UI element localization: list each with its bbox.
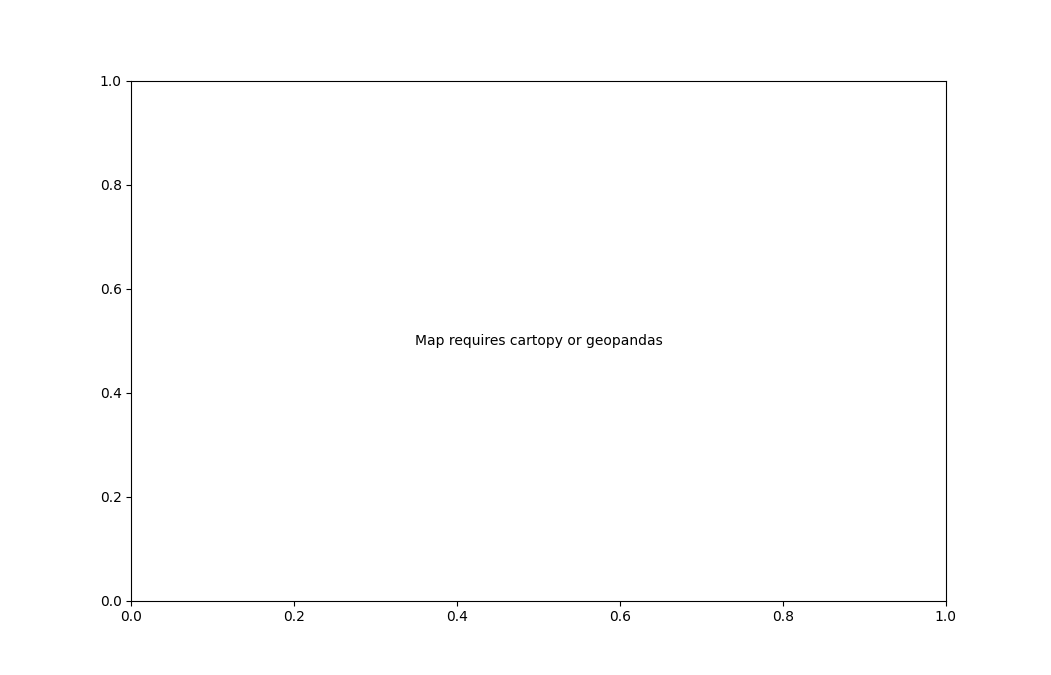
Text: Map requires cartopy or geopandas: Map requires cartopy or geopandas (415, 334, 662, 348)
